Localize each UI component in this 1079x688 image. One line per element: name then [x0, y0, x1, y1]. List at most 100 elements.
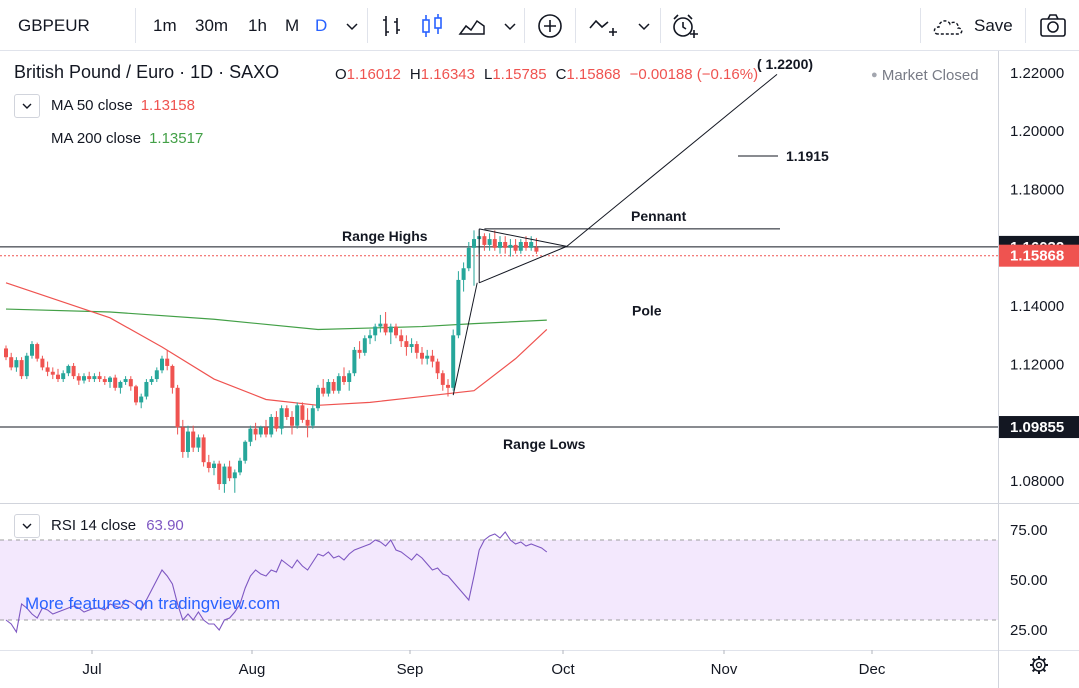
candle-body	[24, 355, 29, 377]
candle-body	[201, 437, 206, 463]
rsi-legend[interactable]: RSI 14 close 63.90	[51, 517, 184, 534]
candle-body	[232, 472, 237, 479]
interval-d-button[interactable]: D	[315, 16, 328, 35]
rsi-band	[0, 540, 998, 620]
low-value: 1.15785	[492, 66, 547, 83]
alert-clock-icon[interactable]	[668, 10, 700, 42]
chart-canvas[interactable]: 1.220001.200001.180001.160001.140001.120…	[0, 51, 1079, 688]
candle-body	[144, 381, 149, 397]
candle-body	[269, 416, 274, 435]
candle-body	[19, 360, 24, 377]
add-indicator-icon[interactable]	[534, 10, 566, 42]
candle-body	[316, 387, 320, 409]
pole-line	[452, 282, 478, 396]
rsi-tick-label: 25.00	[1010, 622, 1048, 639]
rsi-tick-label: 75.00	[1010, 522, 1048, 539]
ohlc-readout: O1.16012 H1.16343 L1.15785 C1.15868 −0.00188…	[335, 66, 767, 83]
toolbar-divider	[660, 8, 661, 43]
candle-body	[472, 239, 476, 248]
candle-body	[30, 344, 34, 356]
gear-hub	[1035, 661, 1043, 669]
bar-chart-icon[interactable]	[376, 10, 408, 42]
price-axis-badge-label: 1.09855	[1010, 419, 1064, 436]
candle-body	[71, 365, 76, 377]
candle-body	[45, 367, 50, 372]
candle-body	[451, 335, 456, 388]
candle-body	[243, 441, 248, 461]
settings-gear-icon[interactable]	[1030, 656, 1048, 674]
area-chart-icon[interactable]	[456, 10, 488, 42]
candle-body	[154, 370, 159, 380]
top-toolbar: GBPEUR 1m 30m 1h M D Save	[0, 0, 1079, 51]
collapse-rsi-button[interactable]	[14, 514, 40, 538]
candle-body	[290, 416, 294, 426]
high-label: H	[409, 66, 421, 83]
time-axis-label: Nov	[711, 661, 738, 678]
candle-body	[14, 360, 19, 368]
candle-body	[128, 379, 133, 387]
candle-body	[503, 242, 508, 248]
chevron-down-icon[interactable]	[628, 10, 660, 42]
camera-icon[interactable]	[1037, 10, 1069, 42]
chevron-down-icon	[22, 523, 32, 529]
save-button[interactable]: Save	[974, 16, 1013, 35]
status-dot-icon: ●	[871, 69, 878, 81]
ma200-label: MA 200 close	[51, 130, 142, 147]
ma50-label: MA 50 close	[51, 97, 133, 114]
candle-body	[513, 244, 518, 251]
interval-m-button[interactable]: M	[285, 16, 300, 35]
candle-body	[430, 355, 435, 362]
candle-body	[50, 371, 55, 375]
candle-body	[378, 323, 383, 327]
candle-body	[362, 338, 367, 353]
chevron-down-icon[interactable]	[494, 10, 526, 42]
candle-body	[404, 341, 409, 347]
ma50-legend[interactable]: MA 50 close 1.13158	[51, 97, 195, 114]
low-label: L	[483, 66, 493, 83]
chevron-down-icon[interactable]	[336, 10, 368, 42]
candle-body	[248, 428, 253, 442]
chevron-down-icon	[22, 103, 32, 109]
candle-body	[336, 376, 341, 391]
interval-1m-button[interactable]: 1m	[153, 16, 177, 35]
tradingview-watermark-link[interactable]: More features on tradingview.com	[25, 594, 281, 613]
ma50-value: 1.13158	[140, 97, 195, 114]
interval-1h-button[interactable]: 1h	[248, 16, 267, 35]
ma200-legend[interactable]: MA 200 close 1.13517	[51, 130, 203, 147]
toolbar-divider	[524, 8, 525, 43]
symbol-search-button[interactable]: GBPEUR	[18, 16, 90, 35]
candle-body	[383, 323, 388, 333]
candle-body	[518, 242, 523, 251]
candle-body	[279, 408, 284, 429]
cloud-icon[interactable]	[932, 10, 964, 42]
pennant-label: Pennant	[631, 208, 687, 224]
collapse-legend-button[interactable]	[14, 94, 40, 118]
candle-body	[435, 361, 440, 374]
candle-body	[352, 349, 357, 374]
candle-body	[139, 396, 144, 403]
candle-body	[227, 466, 232, 479]
toolbar-divider	[920, 8, 921, 43]
candle-body	[40, 358, 45, 368]
candles-icon[interactable]	[416, 10, 448, 42]
candle-body	[165, 358, 170, 366]
gear-tooth	[1031, 657, 1036, 662]
candle-body	[4, 348, 8, 358]
toolbar-divider	[1025, 8, 1026, 43]
close-value: 1.15868	[566, 66, 621, 83]
gear-tooth	[1031, 668, 1036, 673]
compare-icon[interactable]	[587, 10, 619, 42]
candle-body	[170, 365, 175, 388]
candle-body	[388, 326, 393, 333]
candle-body	[461, 268, 466, 280]
rsi-value: 63.90	[146, 517, 184, 534]
gear-tooth	[1042, 668, 1047, 673]
interval-30m-button[interactable]: 30m	[195, 16, 229, 35]
candle-body	[97, 376, 102, 380]
candle-body	[222, 466, 227, 485]
toolbar-divider	[135, 8, 136, 43]
range-highs-label: Range Highs	[342, 228, 428, 244]
ma200-value: 1.13517	[149, 130, 204, 147]
candle-body	[347, 373, 352, 382]
ma200-line	[5, 308, 547, 331]
